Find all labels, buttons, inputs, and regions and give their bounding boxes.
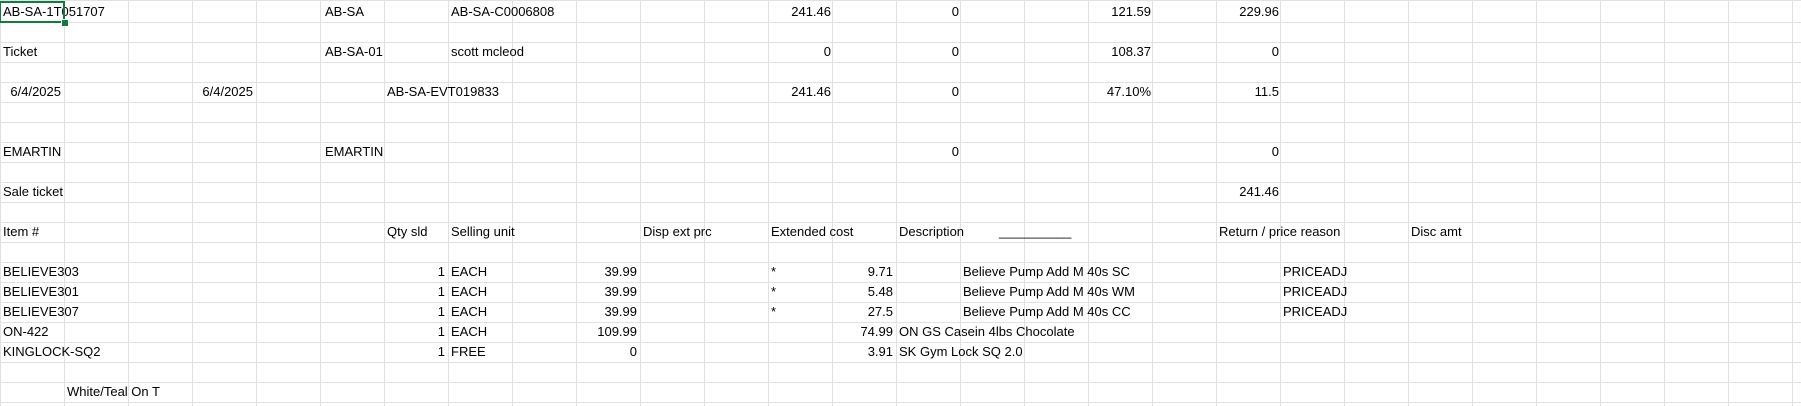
cell-q6[interactable]: 241.46 xyxy=(1239,184,1279,199)
item-extended-cost[interactable]: 74.99 xyxy=(860,324,893,339)
cell-d3[interactable]: 6/4/2025 xyxy=(202,84,253,99)
header-item-number[interactable]: Item # xyxy=(3,224,40,239)
item-description[interactable]: Believe Pump Add M 40s SC xyxy=(963,264,1130,279)
cell-k1[interactable]: 241.46 xyxy=(791,4,831,19)
cell-k3[interactable]: 241.46 xyxy=(791,84,831,99)
cell-m5[interactable]: 0 xyxy=(951,144,959,159)
item-qty-sold[interactable]: 1 xyxy=(437,264,445,279)
cell-o1[interactable]: 121.59 xyxy=(1111,4,1151,19)
cell-f2[interactable]: AB-SA-01 xyxy=(325,44,383,59)
cell-h1[interactable]: AB-SA-C0006808 xyxy=(451,4,555,19)
header-qty-sold[interactable]: Qty sld xyxy=(387,224,428,239)
cell-q5[interactable]: 0 xyxy=(1271,144,1279,159)
item-flag[interactable] xyxy=(768,342,788,362)
item-reason[interactable]: PRICEADJ xyxy=(1283,284,1348,299)
item-unit-price[interactable]: 109.99 xyxy=(597,324,637,339)
item-qty-sold[interactable]: 1 xyxy=(437,304,445,319)
item-extended-cost[interactable]: 5.48 xyxy=(867,284,893,299)
header-selling-unit[interactable]: Selling unit xyxy=(451,224,515,239)
header-description-underline: __________ xyxy=(999,224,1072,239)
item-unit-price[interactable]: 39.99 xyxy=(604,304,637,319)
cell-m3[interactable]: 0 xyxy=(951,84,959,99)
item-item-number[interactable]: BELIEVE307 xyxy=(3,304,79,319)
item-flag[interactable]: * xyxy=(771,284,777,299)
cell-h2[interactable]: scott mcleod xyxy=(451,44,524,59)
cell-o2[interactable]: 108.37 xyxy=(1111,44,1151,59)
header-return-price-reason[interactable]: Return / price reason xyxy=(1219,224,1341,239)
cell-m2[interactable]: 0 xyxy=(951,44,959,59)
item-extended-cost[interactable]: 3.91 xyxy=(867,344,893,359)
item-flag[interactable]: * xyxy=(771,264,777,279)
cell-k2[interactable]: 0 xyxy=(823,44,831,59)
cell-a3[interactable]: 6/4/2025 xyxy=(10,84,61,99)
item-extended-cost[interactable]: 9.71 xyxy=(867,264,893,279)
item-reason[interactable] xyxy=(1280,342,1380,362)
item-description[interactable]: ON GS Casein 4lbs Chocolate xyxy=(899,324,1075,339)
cell-f5[interactable]: EMARTIN xyxy=(325,144,384,159)
item-unit-price[interactable]: 39.99 xyxy=(604,264,637,279)
item-flag[interactable]: * xyxy=(771,304,777,319)
cell-f1[interactable]: AB-SA xyxy=(325,4,365,19)
header-description[interactable]: Description xyxy=(899,224,965,239)
item-selling-unit[interactable]: EACH xyxy=(451,284,488,299)
item-item-number[interactable]: BELIEVE301 xyxy=(3,284,79,299)
item-selling-unit[interactable]: FREE xyxy=(451,344,486,359)
item-reason[interactable]: PRICEADJ xyxy=(1283,264,1348,279)
cell-a2[interactable]: Ticket xyxy=(3,44,38,59)
cell-q1[interactable]: 229.96 xyxy=(1239,4,1279,19)
cell-o3[interactable]: 47.10% xyxy=(1106,84,1151,99)
item-selling-unit[interactable]: EACH xyxy=(451,264,488,279)
item-qty-sold[interactable]: 1 xyxy=(437,284,445,299)
item-reason[interactable] xyxy=(1280,322,1380,342)
item-unit-price[interactable]: 0 xyxy=(629,344,637,359)
item-description[interactable]: Believe Pump Add M 40s WM xyxy=(963,284,1135,299)
fill-handle[interactable] xyxy=(61,19,69,27)
item-reason[interactable]: PRICEADJ xyxy=(1283,304,1348,319)
item-selling-unit[interactable]: EACH xyxy=(451,324,488,339)
cell-q3[interactable]: 11.5 xyxy=(1254,84,1279,99)
item-extended-cost[interactable]: 27.5 xyxy=(867,304,893,319)
item-description[interactable]: SK Gym Lock SQ 2.0 xyxy=(899,344,1023,359)
item-item-number[interactable]: KINGLOCK-SQ2 xyxy=(3,344,101,359)
item-qty-sold[interactable]: 1 xyxy=(437,344,445,359)
header-disc-amt[interactable]: Disc amt xyxy=(1411,224,1462,239)
item-selling-unit[interactable]: EACH xyxy=(451,304,488,319)
cell-a5[interactable]: EMARTIN xyxy=(3,144,62,159)
cell-g3[interactable]: AB-SA-EVT019833 xyxy=(387,84,500,99)
item-unit-price[interactable]: 39.99 xyxy=(604,284,637,299)
cell-a6[interactable]: Sale ticket xyxy=(3,184,63,199)
header-disp-ext-prc[interactable]: Disp ext prc xyxy=(643,224,712,239)
cell-a1[interactable]: AB-SA-1T051707 xyxy=(0,1,105,23)
cell-q2[interactable]: 0 xyxy=(1271,44,1279,59)
header-extended-cost[interactable]: Extended cost xyxy=(771,224,854,239)
item-flag[interactable] xyxy=(768,322,788,342)
item-qty-sold[interactable]: 1 xyxy=(437,324,445,339)
cell-b-note[interactable]: White/Teal On T xyxy=(67,384,160,399)
cell-m1[interactable]: 0 xyxy=(951,4,959,19)
item-item-number[interactable]: BELIEVE303 xyxy=(3,264,79,279)
item-item-number[interactable]: ON-422 xyxy=(3,324,49,339)
item-description[interactable]: Believe Pump Add M 40s CC xyxy=(963,304,1131,319)
